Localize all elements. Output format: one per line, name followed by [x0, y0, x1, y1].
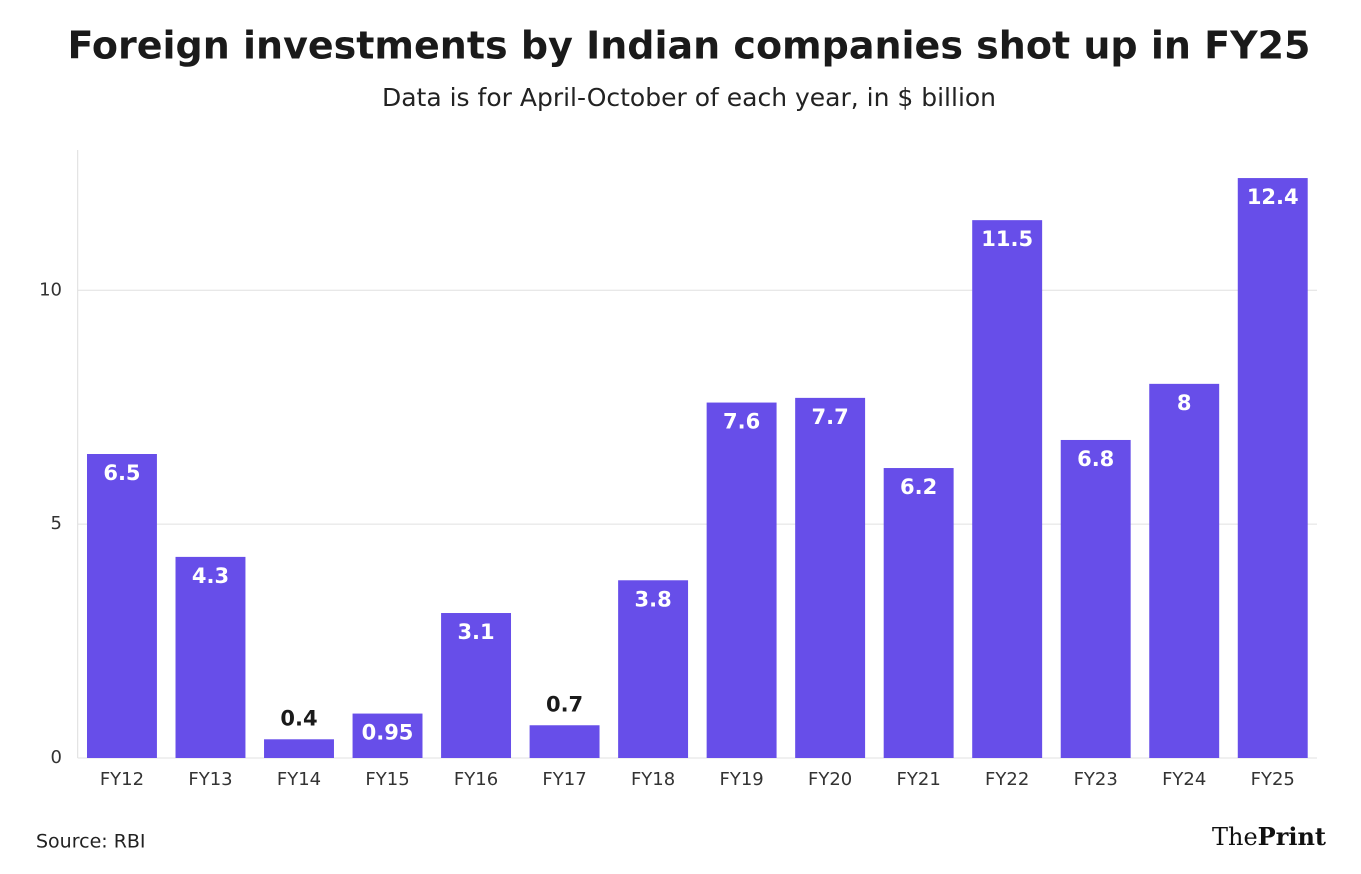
x-tick-label: FY21 [897, 769, 941, 790]
x-tick-label: FY15 [365, 769, 409, 790]
bar [529, 725, 600, 758]
value-label: 8 [1177, 391, 1192, 415]
bar [795, 397, 866, 758]
bar [441, 613, 512, 758]
x-tick-label: FY17 [542, 769, 586, 790]
bar [883, 468, 954, 758]
value-label: 4.3 [192, 564, 229, 588]
logo-print: Print [1258, 822, 1326, 851]
x-tick-label: FY22 [985, 769, 1029, 790]
x-tick-label: FY24 [1162, 769, 1206, 790]
value-label: 11.5 [981, 227, 1033, 251]
x-tick-label: FY23 [1074, 769, 1118, 790]
bar [1060, 439, 1131, 758]
y-tick-label: 0 [51, 747, 62, 768]
value-label: 6.2 [900, 475, 937, 499]
bar [972, 220, 1043, 759]
value-label: 0.4 [280, 706, 317, 730]
x-tick-label: FY20 [808, 769, 852, 790]
value-label: 3.8 [634, 587, 671, 611]
chart-title: Foreign investments by Indian companies … [67, 24, 1310, 68]
y-tick-label: 10 [39, 279, 62, 300]
x-tick-label: FY12 [100, 769, 144, 790]
x-tick-label: FY19 [719, 769, 763, 790]
x-tick-label: FY14 [277, 769, 321, 790]
y-tick-label: 5 [51, 513, 62, 534]
x-tick-label: FY18 [631, 769, 675, 790]
logo: ThePrint [1212, 822, 1326, 851]
x-tick-label: FY25 [1251, 769, 1295, 790]
value-label: 7.7 [812, 405, 849, 429]
value-label: 7.6 [723, 410, 760, 434]
bar [706, 402, 777, 758]
value-label: 12.4 [1247, 185, 1299, 209]
x-tick-label: FY16 [454, 769, 498, 790]
logo-the: The [1212, 823, 1258, 851]
source: Source: RBI [36, 831, 146, 853]
value-label: 6.5 [103, 461, 140, 485]
value-label: 0.7 [546, 692, 583, 716]
bar [175, 556, 246, 758]
bar [1237, 178, 1308, 759]
bar [264, 739, 334, 758]
bar [86, 454, 157, 758]
value-label: 0.95 [362, 721, 414, 745]
bar [618, 580, 689, 758]
bar [352, 713, 423, 758]
bar [1149, 383, 1220, 758]
chart-subtitle: Data is for April-October of each year, … [382, 83, 996, 112]
value-label: 3.1 [457, 620, 494, 644]
value-label: 6.8 [1077, 447, 1114, 471]
x-tick-label: FY13 [188, 769, 232, 790]
